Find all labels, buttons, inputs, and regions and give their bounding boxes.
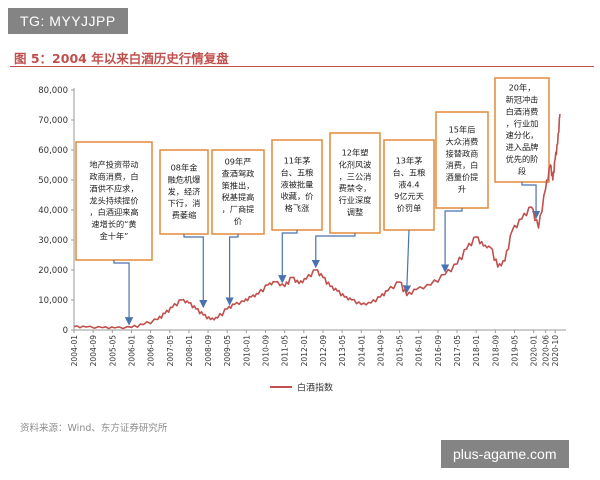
y-tick-label: 30,000 [38,236,68,246]
annotation-arrow [440,208,463,273]
chart-annotations: 地产投资带动政商消费，白酒供不应求，龙头持续提价，白酒迎来高速增长的“黄金十年”… [75,77,550,326]
x-tick-label: 2012-01 [300,335,309,367]
annotation-text: 15年后大众消费接替政商消费，白酒量价提升 [446,125,479,194]
annotation-arrow [113,260,134,326]
annotation-text: 地产投资带动政商消费，白酒供不应求，龙头持续提价，白酒迎来高速增长的“黄金十年” [89,160,138,241]
source-note: 资料来源：Wind、东方证券研究所 [20,423,168,434]
annotation-text: 11年茅台、五粮液被批量收藏，价格飞涨 [281,155,314,213]
y-tick-label: 50,000 [38,176,68,186]
annotation-box [383,139,435,231]
y-tick-label: 40,000 [38,206,68,216]
x-tick-label: 2010-09 [262,335,271,367]
y-tick-label: 0 [63,326,68,336]
x-tick-label: 2020-01 [530,335,539,367]
series-line-baijiu-index [73,113,561,330]
annotation-text: 13年茅台、五粮液4.4 9亿元天价罚单 [393,155,426,213]
chart-axes: 0 10,000 20,000 30,000 40,000 50,000 60,000 70,… [38,86,566,366]
annotation-arrow [311,233,356,269]
y-tick-label: 70,000 [38,116,68,126]
annotation-arrow [183,234,208,309]
figure-title: 图 5：2004 年以来白酒历史行情复盘 [14,51,229,66]
watermark-top: TG: MYYJJPP [8,8,128,34]
annotation-text: 20年，新冠冲击白酒消费，行业加速分化，进入品牌优先的阶段 [506,83,539,176]
x-tick-label: 2007-05 [166,335,175,367]
x-tick-label: 2008-09 [204,335,213,367]
x-tick-label: 2017-05 [453,335,462,367]
x-tick-label: 2018-09 [491,335,500,367]
x-tick-label: 2020-06 [542,335,551,367]
annotation-box [271,139,323,231]
x-tick-label: 2016-09 [434,335,443,367]
title-divider [10,66,594,67]
annotation-arrow [402,229,412,294]
x-tick-label: 2016-01 [415,335,424,367]
annotation-box [329,132,381,234]
x-tick-label: 2005-05 [108,335,117,367]
x-tick-label: 2018-01 [472,335,481,367]
x-tick-label: 2014-01 [357,335,366,367]
x-tick-label: 2004-09 [89,335,98,367]
x-tick-label: 2013-05 [338,335,347,367]
annotation-box [75,141,153,261]
annotation-text: 08年金融危机爆发，经济下行，消费萎缩 [168,162,201,220]
x-tick-label: 2006-09 [147,335,156,367]
x-tick-label: 2010-01 [242,335,251,367]
annotation-box [159,149,209,235]
annotation-arrow [521,182,541,220]
annotation-box [494,77,550,183]
annotation-box [435,111,489,209]
chart-series [73,113,561,330]
x-tick-label: 2009-05 [223,335,232,367]
x-tick-label: 2006-01 [127,335,136,367]
chart-legend: 白酒指数 [270,382,333,394]
x-tick-label: 2012-09 [319,335,328,367]
y-tick-label: 10,000 [38,296,68,306]
x-tick-label: 2008-01 [185,335,194,367]
annotation-box [211,149,265,235]
x-tick-label: 2004-01 [70,335,79,367]
legend-label: 白酒指数 [297,382,333,394]
x-tick-label: 2011-05 [281,335,290,367]
watermark-bottom: plus-agame.com [441,440,569,468]
annotation-arrow [225,234,239,306]
x-tick-label: 2019-05 [511,335,520,367]
annotation-text: 09年严查酒驾政策推出，税基提高，厂商提价 [222,157,255,226]
y-tick-label: 20,000 [38,266,68,276]
y-tick-label: 60,000 [38,146,68,156]
x-tick-label: 2015-05 [396,335,405,367]
annotation-arrow [278,230,298,284]
x-tick-label: 2014-09 [376,335,385,367]
annotation-text: 12年塑化剂风波，三公消费禁令，行业深度调整 [339,148,372,217]
y-tick-label: 80,000 [38,86,68,96]
x-tick-label: 2020-10 [551,335,560,367]
